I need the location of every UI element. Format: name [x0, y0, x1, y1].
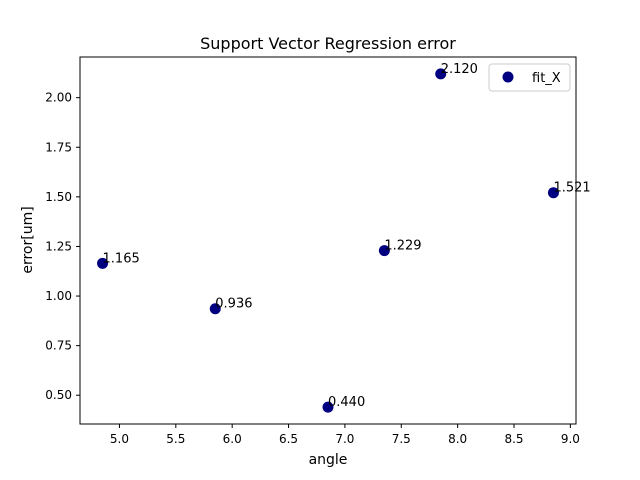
data-label: 0.440 — [328, 395, 365, 410]
x-tick-label: 7.0 — [335, 432, 354, 446]
y-tick-label: 1.00 — [45, 289, 72, 303]
y-tick-label: 1.50 — [45, 190, 72, 204]
y-tick-label: 2.00 — [45, 91, 72, 105]
x-tick-label: 5.5 — [166, 432, 185, 446]
legend-label: fit_X — [532, 71, 561, 86]
y-tick-label: 1.25 — [45, 239, 72, 253]
y-tick-label: 1.75 — [45, 140, 72, 154]
data-point — [435, 68, 447, 80]
x-axis-ticks: 5.0 5.5 6.0 6.5 7.0 7.5 8.0 8.5 9.0 — [110, 424, 580, 446]
data-label: 0.936 — [215, 297, 252, 312]
data-point — [547, 187, 559, 199]
data-point — [209, 303, 221, 315]
data-point — [97, 257, 109, 269]
data-point — [378, 245, 390, 257]
x-tick-label: 9.0 — [561, 432, 580, 446]
data-label: 1.165 — [103, 251, 140, 266]
plot-frame — [79, 56, 577, 425]
x-tick-label: 5.0 — [110, 432, 129, 446]
data-label: 1.521 — [553, 181, 590, 196]
data-label: 2.120 — [441, 62, 478, 77]
legend-marker — [502, 71, 514, 83]
x-tick-label: 6.5 — [279, 432, 298, 446]
y-axis-ticks: 0.50 0.75 1.00 1.25 1.50 1.75 2.00 — [45, 91, 80, 402]
y-tick-label: 0.75 — [45, 339, 72, 353]
x-tick-label: 8.5 — [504, 432, 523, 446]
data-labels: 1.165 0.936 0.440 1.229 2.120 1.521 — [103, 62, 591, 410]
chart-title: Support Vector Regression error — [200, 34, 456, 53]
data-points — [97, 68, 559, 413]
data-label: 1.229 — [384, 239, 421, 254]
legend-box — [488, 63, 571, 92]
y-tick-label: 0.50 — [45, 388, 72, 402]
x-tick-label: 8.0 — [448, 432, 467, 446]
x-axis-label: angle — [309, 452, 348, 468]
data-point — [322, 401, 334, 413]
x-tick-label: 6.0 — [223, 432, 242, 446]
x-tick-label: 7.5 — [392, 432, 411, 446]
legend: fit_X — [488, 63, 571, 92]
plot-area: 5.0 5.5 6.0 6.5 7.0 7.5 8.0 8.5 9.0 0.50 0.75 1.00… — [45, 56, 591, 446]
y-axis-label: error[um] — [20, 206, 36, 273]
